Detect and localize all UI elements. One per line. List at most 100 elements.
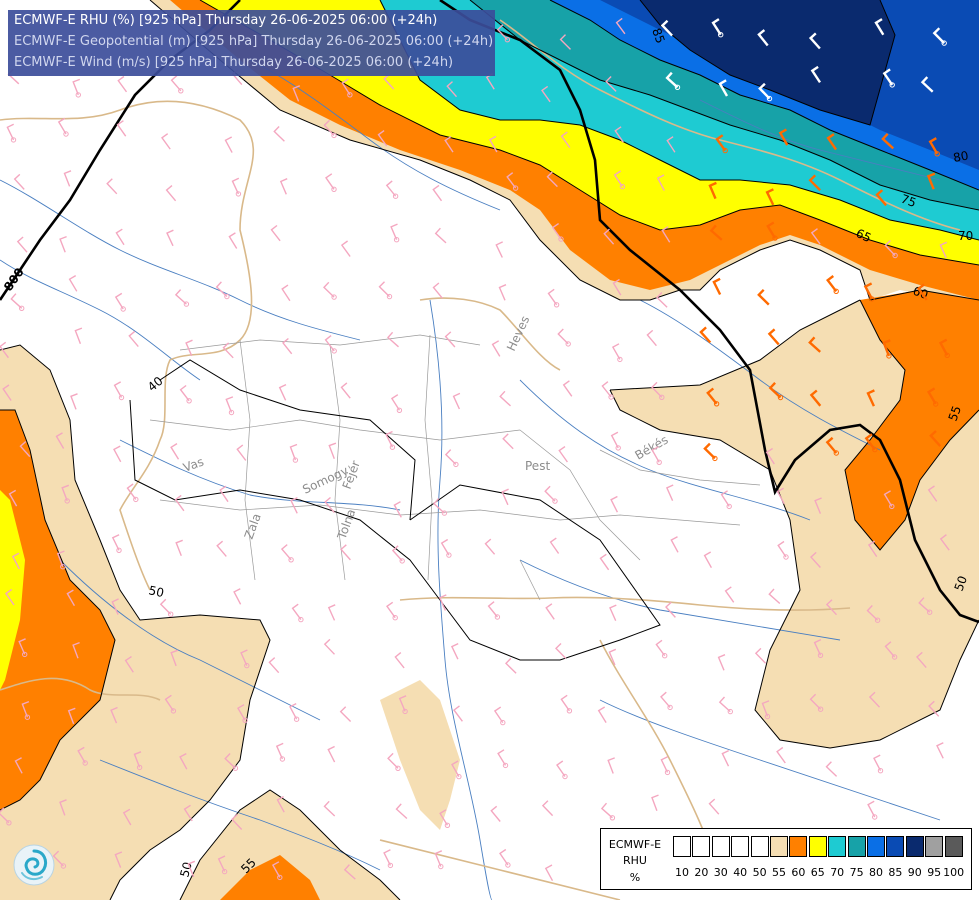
region-label-vas: Vas — [181, 455, 205, 475]
legend-unit: % — [629, 871, 641, 884]
wind-barb-icon — [706, 387, 718, 405]
wind-barb-icon — [715, 134, 727, 152]
wind-barb-icon — [660, 19, 673, 37]
wind-station-dot — [615, 445, 621, 451]
wind-station-dot — [933, 401, 939, 407]
wind-barb-icon — [0, 341, 9, 359]
legend-tick-label: 100 — [943, 866, 965, 879]
wind-barb-icon — [615, 17, 626, 35]
title-rhu: ECMWF-E RHU (%) [925 hPa] Thursday 26-06… — [14, 13, 438, 28]
wind-barb-icon — [560, 694, 570, 712]
wind-barb-icon — [343, 864, 356, 880]
wind-station-dot — [783, 554, 789, 560]
wind-station-dot — [674, 84, 681, 91]
rivers — [0, 59, 941, 900]
wind-station-dot — [712, 455, 718, 462]
wind-barb-icon — [183, 804, 193, 822]
legend-tick-label: 85 — [888, 866, 903, 879]
wind-barb-icon — [323, 800, 336, 817]
rhu-label-50-east: 50 — [952, 574, 970, 593]
wind-barb-icon — [187, 860, 196, 878]
wind-barb-icon — [718, 696, 731, 713]
rhu-label-80: 80 — [952, 149, 969, 165]
wind-station-dot — [891, 654, 898, 660]
wind-station-dot — [331, 294, 337, 300]
wind-barb-icon — [385, 430, 394, 448]
wind-barb-icon — [391, 545, 403, 562]
title-geopotential: ECMWF-E Geopotential (m) [925 hPa] Thurs… — [14, 34, 494, 49]
wind-barb-icon — [766, 221, 777, 239]
wind-barb-icon — [918, 597, 931, 613]
wind-barb-icon — [444, 331, 456, 348]
wind-barb-icon — [63, 170, 72, 187]
wind-barb-icon — [505, 657, 517, 674]
wind-barb-icon — [670, 536, 679, 553]
wind-station-dot — [392, 615, 398, 621]
wind-station-dot — [727, 708, 733, 715]
wind-barb-icon — [767, 328, 780, 346]
legend-tick-label: 30 — [713, 866, 728, 879]
wind-station-dot — [277, 874, 283, 881]
wind-station-dot — [609, 815, 616, 821]
wind-station-dot — [170, 708, 177, 714]
wind-barb-icon — [161, 133, 171, 150]
wind-station-dot — [10, 137, 17, 143]
legend-tick-label: 10 — [675, 866, 689, 879]
legend-swatch — [847, 836, 866, 857]
wind-barb-icon — [826, 133, 837, 151]
wind-barb-icon — [541, 800, 554, 817]
wind-barb-icon — [866, 605, 879, 621]
wind-barb-icon — [434, 850, 443, 867]
wind-barb-icon — [72, 78, 81, 96]
wind-barb-icon — [224, 753, 236, 769]
wind-barb-icon — [327, 604, 336, 621]
wind-barb-icon — [724, 586, 735, 603]
wind-station-dot — [934, 151, 940, 157]
wind-barb-icon — [450, 642, 459, 660]
rhu-label-65: 65 — [854, 226, 874, 245]
wind-station-dot — [120, 306, 126, 312]
wind-barb-icon — [325, 173, 335, 190]
wind-barb-icon — [487, 601, 498, 618]
wind-station-dot — [718, 32, 724, 38]
legend-swatch — [692, 836, 711, 857]
wind-station-dot — [183, 301, 190, 307]
wind-barb-icon — [327, 745, 336, 763]
wind-barb-icon — [777, 540, 787, 558]
wind-barb-icon — [498, 284, 507, 301]
wind-barb-icon — [398, 695, 407, 712]
wind-barb-icon — [453, 705, 463, 722]
wind-station-dot — [552, 498, 558, 504]
wind-station-dot — [347, 92, 353, 98]
wind-barb-icon — [660, 756, 669, 773]
wind-barb-icon — [280, 544, 292, 561]
legend-swatch — [808, 836, 827, 857]
wind-barb-icon — [665, 71, 679, 89]
wind-barb-icon — [703, 551, 713, 569]
wind-barb-icon — [122, 808, 132, 826]
wind-station-dot — [877, 768, 884, 774]
rhu-label-50-west: 50 — [147, 583, 165, 600]
wind-station-dot — [402, 708, 408, 715]
wind-barb-icon — [70, 393, 78, 410]
wind-barb-icon — [72, 641, 80, 659]
legend-tick-label: 20 — [694, 866, 709, 879]
wind-barb-icon — [8, 489, 18, 507]
wind-barb-icon — [6, 123, 15, 141]
wind-barb-icon — [111, 534, 120, 551]
wind-barb-icon — [929, 430, 942, 447]
wind-barb-icon — [275, 742, 284, 760]
wind-station-dot — [886, 353, 892, 359]
wind-barb-icon — [323, 119, 335, 136]
wind-barb-icon — [451, 760, 460, 777]
wind-barb-icon — [813, 638, 822, 656]
wind-barb-icon — [708, 798, 720, 815]
rhu-label-75: 75 — [899, 192, 918, 210]
legend-swatch — [905, 836, 924, 857]
legend-swatch — [673, 836, 691, 857]
legend-tick-label: 40 — [733, 866, 748, 879]
wind-station-dot — [232, 765, 239, 771]
wind-barb-icon — [159, 598, 172, 615]
wind-station-dot — [168, 611, 174, 617]
wind-barb-icon — [179, 384, 190, 402]
